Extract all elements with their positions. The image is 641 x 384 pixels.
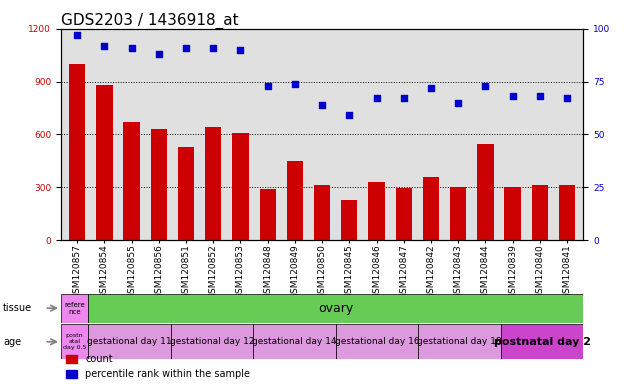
Text: tissue: tissue [3, 303, 32, 313]
Bar [341, 200, 358, 240]
Bar [369, 182, 385, 240]
Text: gestational day 11: gestational day 11 [87, 337, 172, 346]
Text: postn
atal
day 0.5: postn atal day 0.5 [63, 333, 87, 350]
Bar [477, 144, 494, 240]
Point [453, 99, 463, 106]
Bar [559, 185, 575, 240]
Text: postnatal day 2: postnatal day 2 [494, 337, 590, 347]
Point [263, 83, 273, 89]
Bar [314, 185, 330, 240]
Bar [287, 161, 303, 240]
Text: refere
nce: refere nce [64, 302, 85, 314]
Bar [423, 177, 439, 240]
Text: gestational day 16: gestational day 16 [335, 337, 419, 346]
Text: gestational day 12: gestational day 12 [170, 337, 254, 346]
Bar [61, 324, 88, 359]
Point [535, 93, 545, 99]
Bar [151, 129, 167, 240]
Text: ovary: ovary [318, 302, 353, 314]
Text: age: age [3, 337, 21, 347]
Point [480, 83, 490, 89]
Bar [531, 185, 548, 240]
Bar [232, 132, 249, 240]
Point [72, 32, 82, 38]
Point [99, 43, 110, 49]
Bar [395, 188, 412, 240]
Point [371, 95, 381, 101]
Point [126, 45, 137, 51]
Bar [171, 324, 253, 359]
Text: gestational day 18: gestational day 18 [417, 337, 502, 346]
Bar [501, 324, 583, 359]
Bar [450, 187, 466, 240]
Bar [178, 147, 194, 240]
Bar [96, 85, 113, 240]
Text: gestational day 14: gestational day 14 [253, 337, 337, 346]
Bar [336, 324, 419, 359]
Point [317, 102, 328, 108]
Point [290, 81, 300, 87]
Text: GDS2203 / 1436918_at: GDS2203 / 1436918_at [61, 13, 238, 29]
Bar [253, 324, 336, 359]
Bar [124, 122, 140, 240]
Point [562, 95, 572, 101]
Point [344, 112, 354, 118]
Point [181, 45, 191, 51]
Point [208, 45, 219, 51]
Bar [260, 189, 276, 240]
Point [426, 85, 436, 91]
Legend: count, percentile rank within the sample: count, percentile rank within the sample [66, 354, 250, 379]
Bar [504, 187, 520, 240]
Point [154, 51, 164, 57]
Bar [419, 324, 501, 359]
Point [399, 95, 409, 101]
Bar [69, 64, 85, 240]
Bar [205, 127, 221, 240]
Point [508, 93, 518, 99]
Bar [61, 294, 88, 323]
Point [235, 47, 246, 53]
Bar [88, 324, 171, 359]
